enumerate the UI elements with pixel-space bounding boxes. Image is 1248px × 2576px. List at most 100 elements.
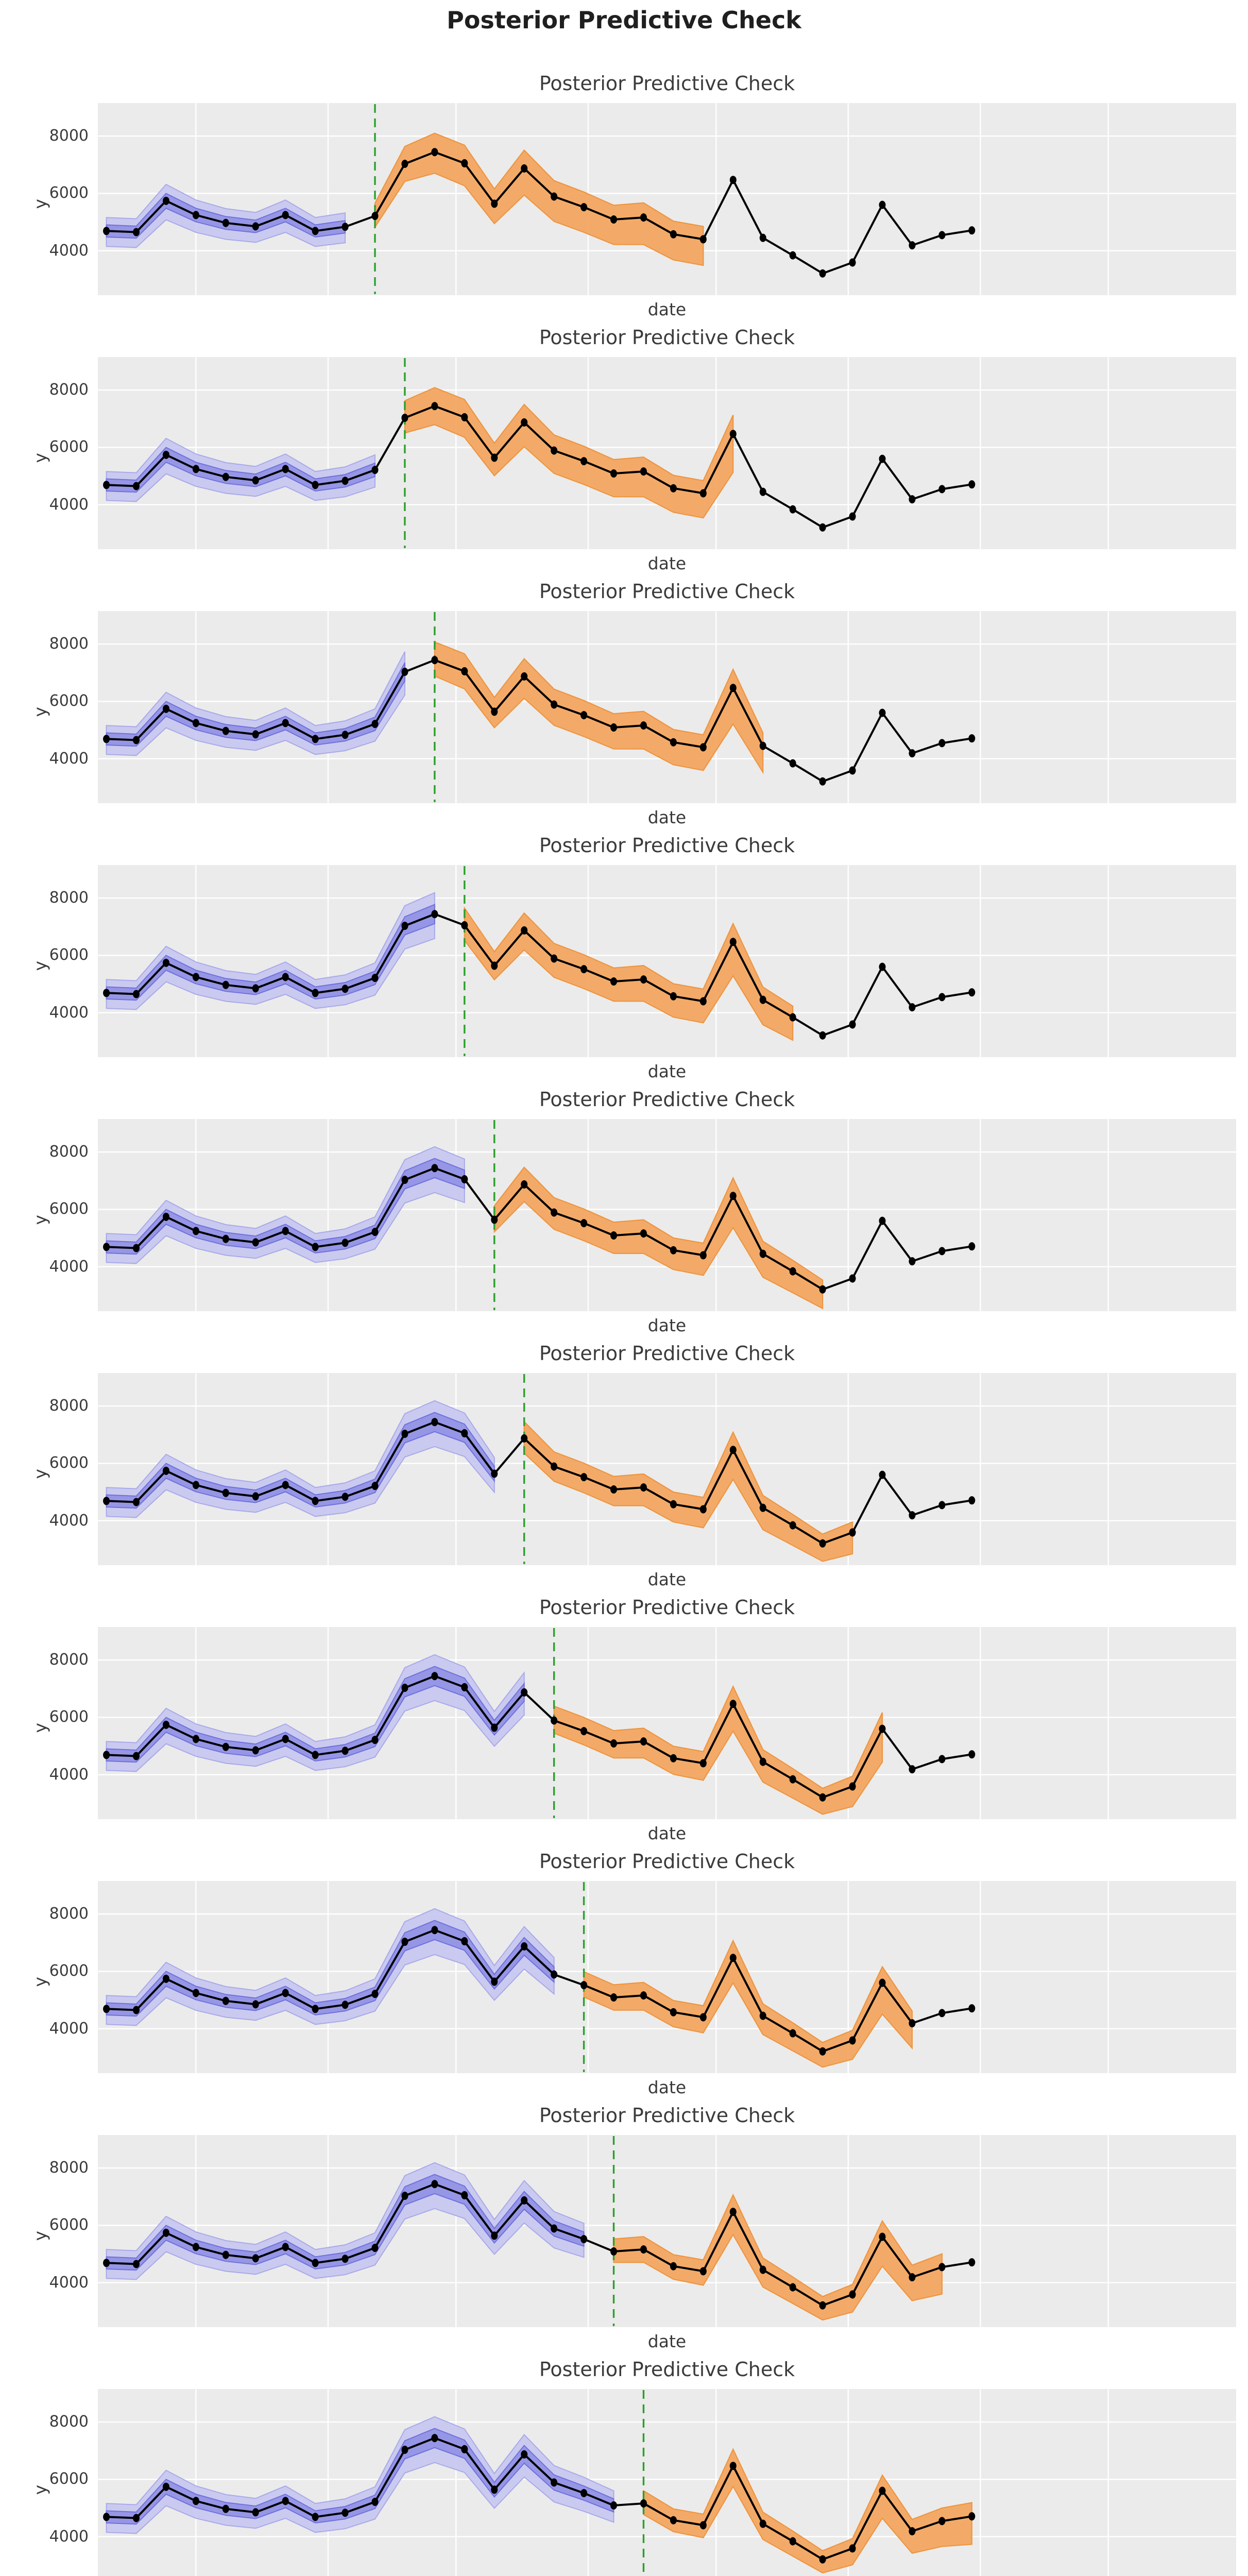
subplot: Posterior Predictive Check y 8000 6000 4… <box>0 2104 1248 2425</box>
data-point-marker <box>938 2263 946 2272</box>
data-point-marker <box>729 684 737 692</box>
y-tick-label-4000: 4000 <box>49 749 89 768</box>
y-tick-label-6000: 6000 <box>49 1200 89 1218</box>
data-point-marker <box>192 2243 199 2251</box>
data-point-marker <box>551 700 558 709</box>
data-point-marker <box>222 2504 229 2513</box>
x-axis-label: date <box>647 1823 687 1843</box>
data-point-marker <box>640 975 647 984</box>
data-point-marker <box>431 2180 438 2189</box>
y-tick-label-8000: 8000 <box>49 2159 89 2177</box>
plot-area <box>98 1627 1236 1819</box>
y-tick-label-6000: 6000 <box>49 2470 89 2488</box>
data-point-marker <box>162 450 169 459</box>
chart-svg <box>98 1627 1236 1819</box>
data-point-marker <box>132 1498 140 1506</box>
data-point-marker <box>132 2260 140 2268</box>
data-point-marker <box>521 1180 528 1189</box>
data-point-marker <box>192 719 199 727</box>
data-point-marker <box>371 1990 379 1998</box>
data-point-marker <box>729 430 737 438</box>
data-point-marker <box>909 1003 916 1012</box>
data-point-marker <box>341 731 349 739</box>
data-point-marker <box>819 1031 826 1040</box>
data-point-marker <box>103 2513 110 2521</box>
y-tick-label-6000: 6000 <box>49 692 89 710</box>
data-point-marker <box>461 2445 468 2453</box>
subplot-title: Posterior Predictive Check <box>539 1342 795 1365</box>
y-tick-label-6000: 6000 <box>49 946 89 964</box>
data-point-marker <box>491 1723 498 1732</box>
data-point-marker <box>162 196 169 205</box>
data-point-marker <box>789 2537 796 2546</box>
data-point-marker <box>192 1481 199 1489</box>
data-point-marker <box>699 2267 707 2276</box>
y-tick-label-6000: 6000 <box>49 2216 89 2234</box>
data-point-marker <box>551 2224 558 2233</box>
data-point-marker <box>103 1751 110 1759</box>
hdi50-band <box>106 1666 525 1763</box>
data-point-marker <box>879 962 886 971</box>
data-point-marker <box>789 1521 796 1530</box>
data-point-marker <box>491 1215 498 1224</box>
plot-area <box>98 611 1236 803</box>
data-point-marker <box>849 2290 856 2299</box>
data-point-marker <box>789 505 796 514</box>
data-point-marker <box>401 668 408 676</box>
data-point-marker <box>610 215 618 224</box>
data-point-marker <box>341 1239 349 1247</box>
observed-line <box>106 913 972 1037</box>
data-point-marker <box>103 989 110 997</box>
data-point-marker <box>162 1466 169 1475</box>
observed-line <box>106 2183 972 2307</box>
data-point-marker <box>491 453 498 462</box>
data-point-marker <box>103 227 110 235</box>
data-point-marker <box>610 2501 618 2510</box>
data-point-marker <box>491 1977 498 1986</box>
data-point-marker <box>312 1497 319 1505</box>
subplot: Posterior Predictive Check y 8000 6000 4… <box>0 834 1248 1155</box>
data-point-marker <box>222 1996 229 2005</box>
data-point-marker <box>640 2499 647 2508</box>
hdi94-test-band <box>434 641 764 774</box>
data-point-marker <box>879 2232 886 2241</box>
data-point-marker <box>282 973 289 981</box>
data-point-marker <box>371 974 379 982</box>
data-point-marker <box>819 2301 826 2310</box>
data-point-marker <box>162 1720 169 1729</box>
data-point-marker <box>849 1782 856 1791</box>
y-tick-label-8000: 8000 <box>49 1397 89 1415</box>
data-point-marker <box>938 2517 946 2526</box>
data-point-marker <box>341 2001 349 2009</box>
data-point-marker <box>849 1274 856 1283</box>
data-point-marker <box>968 2004 976 2013</box>
data-point-marker <box>729 1700 737 1708</box>
data-point-marker <box>849 2036 856 2045</box>
data-point-marker <box>938 231 946 240</box>
data-point-marker <box>371 2244 379 2252</box>
data-point-marker <box>580 457 588 466</box>
data-point-marker <box>759 1249 766 1258</box>
hdi94-test-band <box>553 1685 883 1815</box>
data-point-marker <box>580 2235 588 2244</box>
data-point-marker <box>252 730 259 739</box>
data-point-marker <box>341 2255 349 2263</box>
y-tick-label-4000: 4000 <box>49 495 89 514</box>
observed-line <box>106 659 972 783</box>
data-point-marker <box>431 148 438 157</box>
data-point-marker <box>699 489 707 498</box>
data-point-marker <box>371 720 379 728</box>
data-point-marker <box>431 402 438 411</box>
data-point-marker <box>132 1752 140 1760</box>
y-tick-label-6000: 6000 <box>49 1708 89 1726</box>
data-point-marker <box>849 258 856 267</box>
data-point-marker <box>759 2519 766 2528</box>
data-point-marker <box>401 160 408 168</box>
plot-area <box>98 1119 1236 1311</box>
data-point-marker <box>699 1759 707 1768</box>
data-point-marker <box>431 1418 438 1427</box>
y-tick-label-6000: 6000 <box>49 1454 89 1472</box>
data-point-marker <box>909 1257 916 1266</box>
data-point-marker <box>849 2544 856 2553</box>
x-axis-label: date <box>647 1061 687 1081</box>
